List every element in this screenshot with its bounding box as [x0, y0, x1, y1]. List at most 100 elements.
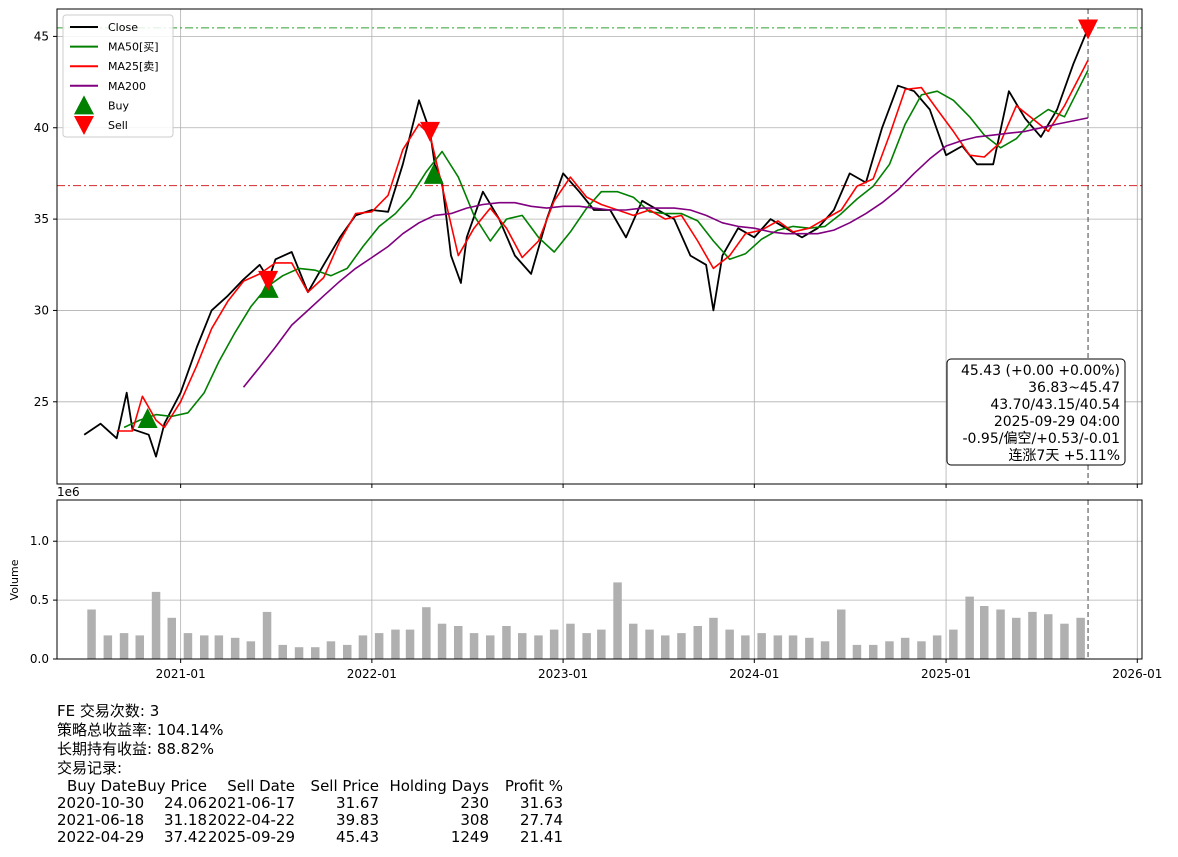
volume-bar — [214, 635, 224, 659]
volume-bar — [820, 641, 830, 659]
volume-plot-frame — [56, 499, 1143, 660]
legend-label: Sell — [108, 119, 128, 132]
volume-bar — [343, 644, 352, 659]
price-plot-frame — [56, 8, 1143, 485]
legend-frame — [62, 14, 174, 138]
col-buy-price: Buy Price — [137, 777, 208, 795]
trade-cell: 39.83 — [336, 811, 379, 829]
volume-bar — [486, 635, 495, 659]
volume-bar — [1012, 617, 1021, 659]
volume-bar — [900, 637, 910, 659]
trade-cell: 27.74 — [520, 811, 563, 829]
volume-bar — [566, 623, 575, 659]
volume-bar — [358, 635, 368, 659]
sell-marker — [420, 121, 441, 142]
volume-bar — [1028, 611, 1037, 659]
trade-markers — [137, 19, 1099, 428]
price-panel: 25 30 35 40 45 Close MA50[买] MA25[卖] MA200 Buy Se… — [34, 8, 1143, 659]
sell-marker — [1078, 19, 1099, 40]
volume-bar — [183, 633, 193, 659]
price-y-tick-label: 30 — [34, 303, 49, 317]
volume-bar — [885, 641, 894, 659]
volume-bar — [405, 629, 415, 659]
x-tick-label: 2024-01 — [729, 667, 779, 681]
info-box-line: 43.70/43.15/40.54 — [990, 397, 1120, 413]
volume-bar — [582, 633, 591, 659]
volume-bar — [374, 633, 384, 659]
volume-bar — [965, 596, 974, 659]
series-line-3 — [242, 117, 1089, 388]
trade-row: 2020-10-30 24.062021-06-17 31.67 230 31.63 — [57, 795, 563, 812]
trade-cell: 2021-06-17 — [207, 794, 295, 812]
volume-bar — [167, 617, 176, 659]
volume-y-tick-label: 0.0 — [30, 652, 49, 666]
trade-cell: 2025-09-29 — [207, 828, 295, 846]
price-y-tick-label: 40 — [34, 121, 49, 135]
trade-cell: 31.63 — [520, 794, 563, 812]
trade-table-header: Buy DateBuy Price Sell Date Sell Price Hold… — [57, 778, 563, 795]
volume-bar — [852, 644, 862, 659]
backtest-summary: FE 交易次数: 3 策略总收益率: 104.14% 长期持有收益: 88.82… — [57, 702, 224, 778]
volume-bar — [311, 647, 320, 659]
trade-cell: 308 — [460, 811, 489, 829]
volume-bar — [246, 641, 256, 659]
legend: Close MA50[买] MA25[卖] MA200 Buy Sell — [62, 14, 174, 138]
volume-bar — [262, 611, 272, 659]
trade-cell: 21.41 — [520, 828, 563, 846]
col-sell-date: Sell Date — [227, 777, 295, 795]
volume-bar — [135, 635, 144, 659]
price-grid — [57, 9, 1142, 484]
trade-cell: 45.43 — [336, 828, 379, 846]
trade-cell: 230 — [460, 794, 489, 812]
legend-label: MA200 — [108, 80, 146, 93]
x-tick-label: 2026-01 — [1112, 667, 1162, 681]
volume-panel: 0.00.51.0 2021-01 2022-01 2023-01 2024-01 20… — [8, 485, 1162, 681]
legend-label: MA25[卖] — [108, 60, 159, 73]
volume-bar — [437, 623, 447, 659]
trade-cell: 2020-10-30 — [57, 794, 145, 812]
volume-bar — [1044, 614, 1053, 659]
volume-bar — [837, 609, 846, 659]
info-box-frame — [946, 358, 1126, 466]
price-y-tick-label: 25 — [34, 395, 49, 409]
volume-bar — [502, 626, 511, 659]
trade-cell: 31.67 — [336, 794, 379, 812]
series-line-2 — [116, 59, 1089, 432]
volume-bar — [725, 629, 734, 659]
volume-bar — [917, 641, 926, 659]
volume-bar — [119, 633, 129, 659]
trades-count: FE 交易次数: 3 — [57, 702, 160, 720]
volume-bar — [805, 637, 814, 659]
legend-swatch — [74, 116, 94, 135]
volume-y-tick-label: 0.5 — [30, 593, 49, 607]
volume-y-tick-label: 1.0 — [30, 534, 49, 548]
col-buy-date: Buy Date — [67, 777, 137, 795]
info-box-line: 2025-09-29 04:00 — [994, 414, 1120, 430]
volume-y-ticks: 0.0 0.5 1.0 — [30, 534, 57, 666]
trade-cell: 37.42 — [164, 828, 207, 846]
price-x-ticks — [180, 484, 1138, 488]
volume-bar — [87, 609, 96, 659]
legend-label: Buy — [108, 99, 130, 112]
price-y-ticks: 25 30 35 40 45 — [34, 29, 57, 409]
volume-bar — [294, 647, 304, 659]
volume-bar — [788, 635, 798, 659]
trade-cell: 2021-06-18 — [57, 811, 145, 829]
series-line-1 — [123, 69, 1089, 429]
buy-marker — [423, 163, 444, 184]
price-reference-lines — [57, 9, 1142, 659]
info-box: 45.43 (+0.00 +0.00%)36.83~45.4743.70/43.… — [946, 358, 1126, 466]
volume-bar — [103, 635, 113, 659]
volume-bar — [534, 635, 543, 659]
buy-marker — [137, 407, 158, 428]
volume-bar — [757, 633, 766, 659]
volume-bar — [326, 641, 336, 659]
volume-bar — [151, 591, 161, 659]
x-tick-label: 2022-01 — [347, 667, 397, 681]
volume-bar — [1076, 617, 1085, 659]
volume-bar — [518, 633, 527, 659]
trade-cell: 1249 — [450, 828, 489, 846]
volume-scale-label: 1e6 — [57, 485, 80, 499]
trade-cell: 31.18 — [164, 811, 207, 829]
volume-bar — [549, 629, 559, 659]
